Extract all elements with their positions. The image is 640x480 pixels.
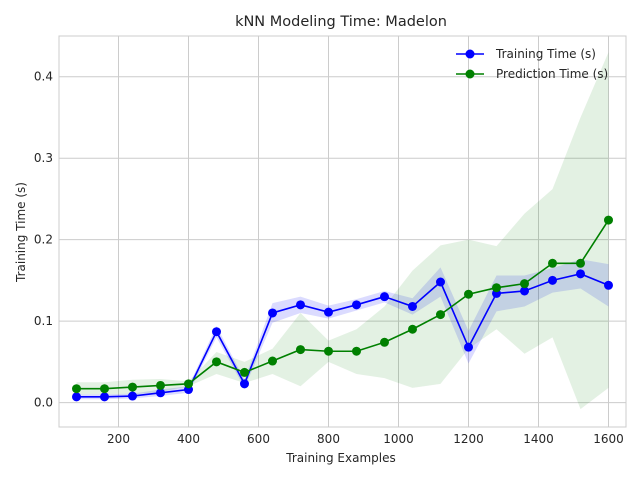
- data-point-series-1: [128, 391, 137, 401]
- x-tick-label: 400: [177, 432, 200, 446]
- data-point-series-2: [576, 258, 585, 268]
- legend-label: Training Time (s): [495, 47, 596, 61]
- data-point-series-2: [436, 310, 445, 320]
- x-tick-label: 200: [107, 432, 130, 446]
- confidence-bands: [76, 52, 609, 410]
- data-point-series-2: [212, 357, 221, 367]
- y-tick-label: 0.1: [34, 314, 53, 328]
- y-tick-label: 0.3: [34, 151, 53, 165]
- plot-frame: [58, 35, 627, 428]
- legend-label: Prediction Time (s): [496, 67, 608, 81]
- data-point-series-1: [464, 342, 473, 352]
- legend: Training Time (s) Prediction Time (s): [456, 47, 608, 81]
- data-point-series-1: [296, 300, 305, 310]
- data-point-series-1: [576, 269, 585, 279]
- chart-title: kNN Modeling Time: Madelon: [235, 14, 447, 30]
- data-point-series-1: [100, 392, 109, 402]
- confidence-band-series-2: [76, 52, 609, 410]
- data-point-series-1: [156, 388, 165, 398]
- series-line-1: [76, 273, 609, 398]
- data-point-series-1: [520, 286, 529, 296]
- legend-marker: [465, 49, 475, 59]
- x-tick-label: 1200: [453, 432, 484, 446]
- data-point-series-2: [72, 384, 81, 394]
- data-point-series-1: [548, 275, 557, 285]
- y-axis-ticks: 0.0 0.1 0.2 0.3 0.4: [34, 70, 53, 410]
- data-point-series-1: [408, 301, 417, 311]
- x-tick-label: 800: [317, 432, 340, 446]
- data-point-series-2: [352, 346, 361, 356]
- legend-marker: [465, 69, 475, 79]
- data-point-series-1: [212, 327, 221, 337]
- y-tick-label: 0.0: [34, 396, 53, 410]
- y-tick-label: 0.4: [34, 70, 53, 84]
- data-point-series-2: [128, 382, 137, 392]
- data-point-series-2: [240, 367, 249, 377]
- data-point-series-2: [604, 215, 613, 225]
- data-point-series-1: [436, 277, 445, 287]
- series-lines: [76, 219, 610, 398]
- data-point-series-2: [408, 324, 417, 334]
- x-tick-label: 600: [247, 432, 270, 446]
- x-tick-label: 1600: [593, 432, 624, 446]
- data-point-series-1: [380, 292, 389, 302]
- data-point-series-2: [548, 258, 557, 268]
- data-point-series-2: [380, 337, 389, 347]
- data-point-series-2: [520, 279, 529, 289]
- y-axis-label: Training Time (s): [14, 182, 28, 283]
- data-point-series-2: [100, 384, 109, 394]
- data-point-series-2: [268, 356, 277, 366]
- data-point-series-1: [240, 379, 249, 389]
- data-point-series-2: [464, 289, 473, 299]
- data-point-series-2: [324, 346, 333, 356]
- series-line-2: [76, 219, 610, 390]
- x-tick-label: 1000: [383, 432, 414, 446]
- x-axis-ticks: 200 400 600 800 1000 1200 1400 1600: [107, 432, 624, 446]
- data-point-series-2: [156, 380, 165, 390]
- data-point-series-1: [604, 280, 613, 290]
- confidence-band-series-1: [76, 259, 609, 400]
- x-tick-label: 1400: [523, 432, 554, 446]
- grid: [59, 36, 626, 427]
- x-axis-label: Training Examples: [285, 451, 395, 465]
- data-point-series-2: [492, 283, 501, 293]
- series-points: [72, 215, 613, 402]
- data-point-series-1: [352, 300, 361, 310]
- data-point-series-2: [184, 379, 193, 389]
- data-point-series-1: [324, 307, 333, 317]
- data-point-series-2: [296, 345, 305, 355]
- data-point-series-1: [72, 392, 81, 402]
- data-point-series-1: [268, 308, 277, 318]
- y-tick-label: 0.2: [34, 233, 53, 247]
